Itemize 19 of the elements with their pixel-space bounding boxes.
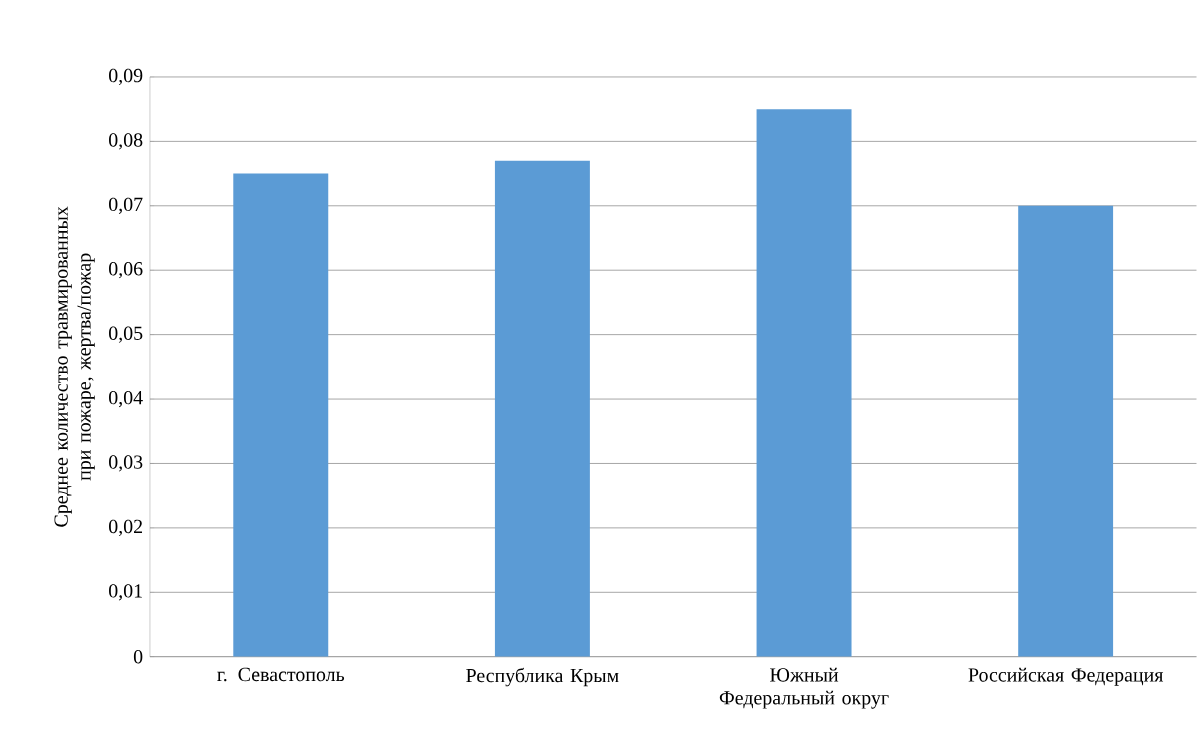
y-tick-label: 0 [133, 650, 143, 664]
y-tick-label: 0,07 [109, 197, 143, 215]
bar [756, 109, 852, 657]
bar [1018, 205, 1114, 657]
y-axis-title: Среднее количество травмированных при пожаре, жертва/пожар [54, 206, 95, 527]
x-tick-label: г. Севастополь [217, 667, 345, 682]
x-tick-label: Южный Федеральный округ [719, 667, 889, 709]
bar [233, 173, 329, 657]
y-tick-label: 0,04 [109, 391, 143, 408]
y-tick-label: 0,08 [109, 133, 143, 150]
y-tick-label: 0,09 [109, 68, 143, 86]
bar [494, 160, 590, 657]
x-tick-label: Российская Федерация [968, 667, 1164, 686]
y-tick-label: 0,02 [109, 519, 142, 537]
y-tick-label: 0,03 [109, 455, 143, 472]
y-tick-label: 0,05 [109, 326, 143, 343]
y-tick-label: 0,01 [109, 584, 142, 601]
x-tick-label: Республика Крым [466, 667, 619, 687]
y-tick-label: 0,06 [109, 262, 143, 279]
